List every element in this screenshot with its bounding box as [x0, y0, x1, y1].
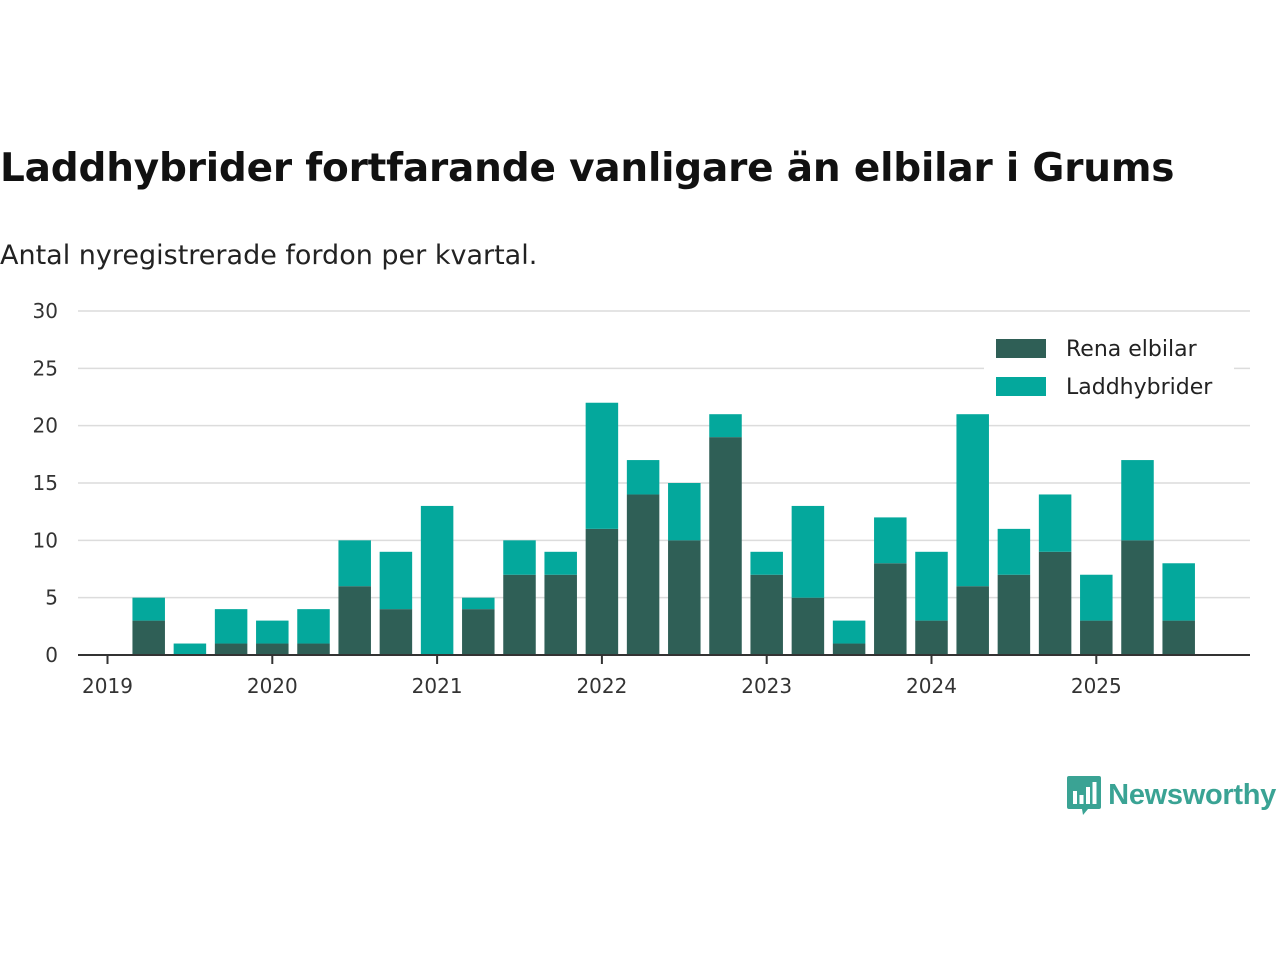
bar-rena-elbilar-2024-q3	[1038, 551, 1072, 655]
bar-rena-elbilar-2023-q4	[915, 620, 948, 655]
bar-rena-elbilar-2024-q4	[1080, 620, 1113, 655]
bar-laddhybrider-2023-q4	[915, 551, 948, 621]
bar-laddhybrider-2025-q1	[1121, 460, 1154, 541]
bar-rena-elbilar-2022-q2	[668, 540, 701, 655]
y-tick-label: 20	[33, 414, 58, 438]
bar-laddhybrider-2022-q4	[750, 551, 783, 575]
bar-laddhybrider-2025-q2	[1162, 563, 1195, 621]
y-tick-label: 0	[45, 643, 58, 667]
bar-rena-elbilar-2021-q1	[462, 609, 495, 655]
x-tick-label: 2024	[906, 674, 957, 698]
bar-rena-elbilar-2019-q1	[132, 620, 165, 655]
newsworthy-logo: Newsworthy	[1066, 774, 1276, 816]
bar-laddhybrider-2024-q3	[1038, 494, 1072, 552]
bar-rena-elbilar-2022-q1	[626, 494, 660, 655]
bar-rena-elbilar-2021-q3	[544, 574, 577, 655]
legend-label-rena-elbilar: Rena elbilar	[1066, 337, 1198, 362]
bar-rena-elbilar-2020-q3	[379, 609, 413, 655]
bar-rena-elbilar-2022-q3	[709, 437, 742, 655]
bar-laddhybrider-2019-q2	[173, 643, 207, 655]
bar-rena-elbilar-2021-q4	[585, 528, 619, 655]
bar-laddhybrider-2024-q1	[956, 414, 989, 587]
bar-rena-elbilar-2019-q4	[256, 643, 289, 655]
chart-title: Laddhybrider fortfarande vanligare än el…	[0, 146, 1175, 191]
y-tick-label: 30	[33, 299, 58, 323]
bar-laddhybrider-2019-q4	[256, 620, 289, 644]
legend: Rena elbilar Laddhybrider	[984, 328, 1234, 410]
x-axis: 2019 2020 2021 2022 2023 2024 2025	[78, 654, 1250, 698]
bar-laddhybrider-2023-q3	[874, 517, 907, 564]
bar-rena-elbilar-2023-q3	[874, 563, 907, 655]
bar-rena-elbilar-2024-q1	[956, 586, 989, 655]
bar-rena-elbilar-2023-q2	[832, 643, 866, 655]
bar-laddhybrider-2020-q4	[420, 505, 454, 655]
bar-rena-elbilar-2019-q3	[214, 643, 248, 655]
bar-rena-elbilar-2025-q2	[1162, 620, 1195, 655]
y-tick-label: 5	[45, 586, 58, 610]
bar-rena-elbilar-2025-q1	[1121, 540, 1154, 655]
bar-laddhybrider-2021-q3	[544, 551, 577, 575]
bar-laddhybrider-2024-q4	[1080, 574, 1113, 621]
bar-laddhybrider-2023-q2	[832, 620, 866, 644]
bar-laddhybrider-2022-q3	[709, 414, 742, 438]
x-tick-label: 2022	[576, 674, 627, 698]
bar-laddhybrider-2020-q2	[338, 540, 371, 587]
bar-laddhybrider-2022-q1	[626, 460, 660, 495]
bar-rena-elbilar-2021-q2	[503, 574, 536, 655]
x-tick-label: 2020	[247, 674, 298, 698]
bar-laddhybrider-2022-q2	[668, 483, 701, 541]
bar-laddhybrider-2021-q1	[462, 597, 495, 610]
x-tick-label: 2025	[1071, 674, 1122, 698]
bar-laddhybrider-2021-q4	[585, 402, 619, 529]
bar-rena-elbilar-2023-q1	[791, 597, 825, 655]
bar-laddhybrider-2021-q2	[503, 540, 536, 575]
y-axis-labels: 0 5 10 15 20 25 30	[33, 299, 58, 667]
y-tick-label: 10	[33, 528, 58, 552]
legend-swatch-laddhybrider	[996, 377, 1046, 396]
brand-name: Newsworthy	[1108, 778, 1276, 811]
legend-label-laddhybrider: Laddhybrider	[1066, 375, 1213, 400]
bar-laddhybrider-2019-q3	[214, 609, 248, 644]
bar-rena-elbilar-2020-q2	[338, 586, 371, 655]
legend-swatch-rena-elbilar	[996, 339, 1046, 358]
bar-rena-elbilar-2020-q1	[297, 643, 330, 655]
bar-laddhybrider-2019-q1	[132, 597, 165, 621]
bar-laddhybrider-2020-q1	[297, 609, 330, 644]
x-tick-label: 2023	[741, 674, 792, 698]
bar-rena-elbilar-2022-q4	[750, 574, 783, 655]
chart-subtitle: Antal nyregistrerade fordon per kvartal.	[0, 240, 538, 271]
y-tick-label: 15	[33, 471, 58, 495]
bar-laddhybrider-2024-q2	[997, 528, 1031, 575]
bar-laddhybrider-2020-q3	[379, 551, 413, 610]
bars	[132, 402, 1195, 655]
bar-laddhybrider-2023-q1	[791, 505, 825, 598]
x-tick-label: 2019	[82, 674, 133, 698]
bar-chart-speech-bubble-icon	[1067, 776, 1102, 815]
bar-rena-elbilar-2024-q2	[997, 574, 1031, 655]
y-tick-label: 25	[33, 356, 58, 380]
x-tick-label: 2021	[412, 674, 463, 698]
